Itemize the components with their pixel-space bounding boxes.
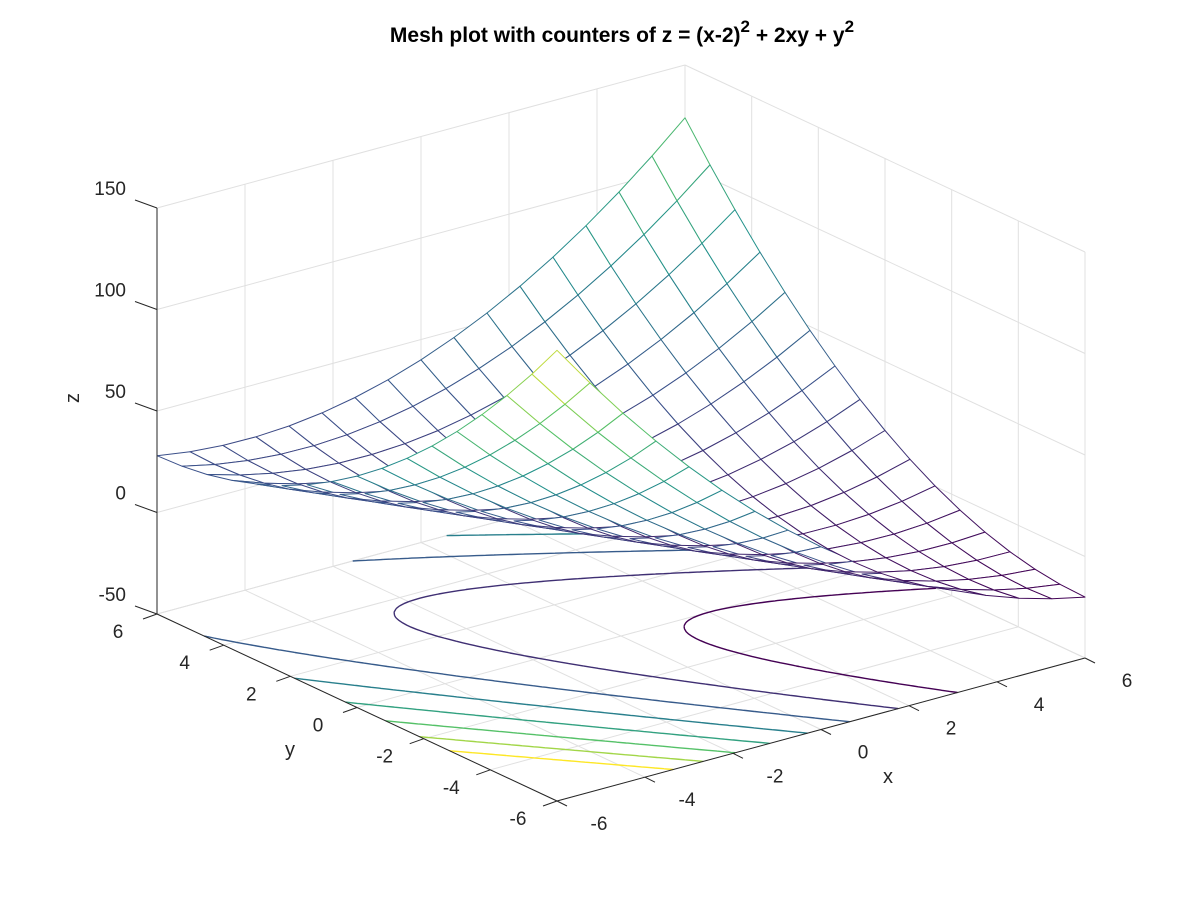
y-tick-label: 0 <box>313 716 324 737</box>
z-tick-mark <box>134 605 158 615</box>
x-tick-label: 0 <box>858 743 869 764</box>
grid-line <box>684 166 1086 354</box>
z-tick-label: 50 <box>105 382 126 403</box>
x-tick-mark <box>1084 657 1096 664</box>
grid-line <box>684 64 1086 253</box>
x-tick-mark <box>556 800 568 807</box>
x-tick-label: 4 <box>1034 695 1045 716</box>
x-tick-label: -6 <box>591 814 608 835</box>
grid-line <box>156 166 686 310</box>
y-tick-mark <box>142 613 158 620</box>
x-tick-label: -4 <box>679 790 696 811</box>
y-tick-label: -4 <box>443 778 460 799</box>
x-tick-mark <box>908 705 920 712</box>
x-tick-label: 6 <box>1122 671 1133 692</box>
y-tick-mark <box>476 769 491 776</box>
z-tick-mark <box>134 402 158 412</box>
tick-labels: -6 -4 -2 0 2 4 6 -6 -4 -2 0 2 4 6 -50 0 50 100 150 <box>94 179 1132 835</box>
x-axis-label: x <box>883 766 893 788</box>
z-tick-label: 150 <box>94 179 126 200</box>
x-tick-label: -2 <box>767 766 784 787</box>
z-tick-label: 0 <box>115 484 126 505</box>
y-tick-label: 4 <box>179 653 190 674</box>
contour-line <box>683 587 958 694</box>
y-tick-mark <box>342 707 358 713</box>
z-axis-label: z <box>62 393 84 403</box>
y-tick-label: 6 <box>113 622 124 643</box>
y-tick-label: -6 <box>510 809 527 830</box>
y-axis-label: y <box>285 739 295 761</box>
grid-line <box>423 595 952 740</box>
x-tick-mark <box>644 776 656 783</box>
z-tick-mark <box>134 199 158 209</box>
y-tick-label: -2 <box>376 747 393 768</box>
x-tick-mark <box>732 752 744 759</box>
axis-layer <box>134 199 1096 807</box>
z-tick-label: 100 <box>94 281 126 302</box>
x-tick-label: 2 <box>946 719 957 740</box>
y-tick-mark <box>542 800 558 807</box>
y-tick-mark <box>276 675 291 682</box>
y-tick-mark <box>209 644 224 651</box>
x-tick-mark <box>820 729 832 735</box>
mesh-cell <box>1026 583 1086 600</box>
z-tick-mark <box>134 504 158 513</box>
contour-line <box>203 547 850 723</box>
grid-line <box>490 626 1019 771</box>
mesh-surface <box>156 117 1086 600</box>
grid-line <box>290 532 819 677</box>
grid-line <box>156 64 686 209</box>
chart-title: Mesh plot with counters of z = (x-2)2 + … <box>390 17 854 47</box>
z-tick-mark <box>134 301 158 310</box>
z-tick-label: -50 <box>99 585 126 606</box>
grid-line <box>356 564 886 708</box>
x-tick-mark <box>996 681 1008 688</box>
contour-line <box>393 565 899 710</box>
y-tick-label: 2 <box>246 684 257 705</box>
y-tick-mark <box>409 738 424 745</box>
